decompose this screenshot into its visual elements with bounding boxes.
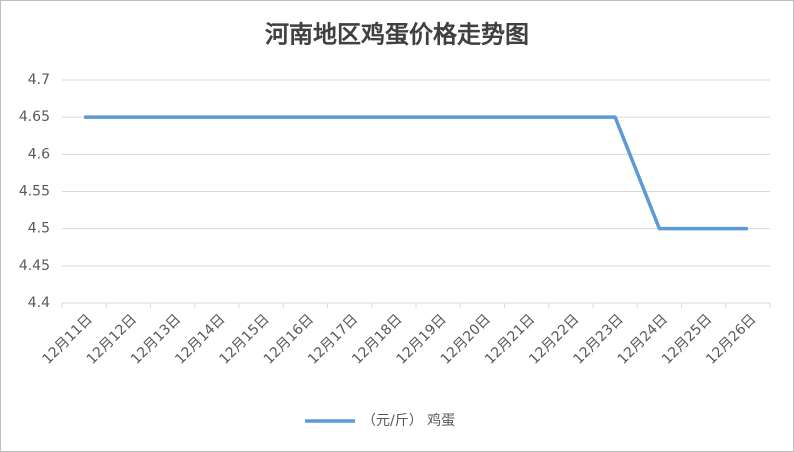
y-tick-label: 4.6 <box>28 146 50 162</box>
y-tick-label: 4.45 <box>19 258 50 274</box>
y-tick-label: 4.4 <box>28 295 50 311</box>
data-line <box>84 115 748 231</box>
y-tick-label: 4.7 <box>28 72 50 88</box>
y-tick-label: 4.65 <box>19 109 50 125</box>
y-tick-label: 4.55 <box>19 184 50 200</box>
legend-label: （元/斤） 鸡蛋 <box>362 412 455 429</box>
chart-title: 河南地区鸡蛋价格走势图 <box>265 20 529 49</box>
y-tick-label: 4.5 <box>28 221 50 237</box>
